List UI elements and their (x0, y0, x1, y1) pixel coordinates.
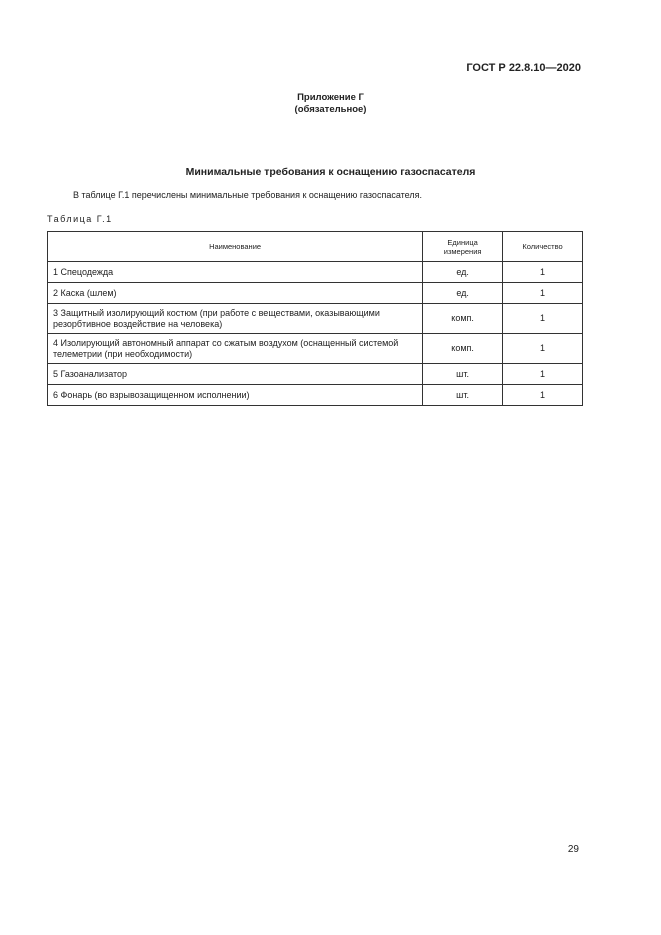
row-quantity: 1 (502, 261, 583, 283)
row-name: 5 Газоанализатор (46, 363, 424, 385)
row-quantity: 1 (502, 333, 583, 364)
table-row: 1 Спецодежда ед. 1 (46, 261, 583, 283)
column-header-qty: Количество (502, 231, 583, 262)
row-unit: ед. (422, 282, 504, 304)
row-name: 1 Спецодежда (46, 261, 424, 283)
appendix-status: (обязательное) (294, 104, 367, 115)
row-quantity: 1 (502, 303, 583, 334)
column-header-name: Наименование (46, 231, 424, 262)
row-unit: ед. (422, 261, 504, 283)
section-title: Минимальные требования к оснащению газос… (185, 166, 476, 178)
table-caption: Таблица Г.1 (47, 214, 113, 224)
row-name: 6 Фонарь (во взрывозащищенном исполнении… (46, 384, 424, 406)
row-name: 2 Каска (шлем) (46, 282, 424, 304)
table-header: Наименование Единица измерения Количеств… (46, 231, 583, 262)
appendix-title: Приложение Г (297, 92, 364, 103)
row-unit: шт. (422, 363, 504, 385)
row-name: 4 Изолирующий автономный аппарат со сжат… (46, 333, 424, 364)
row-quantity: 1 (502, 384, 583, 406)
table-row: 6 Фонарь (во взрывозащищенном исполнении… (46, 384, 583, 406)
row-quantity: 1 (502, 282, 583, 304)
table-row: 4 Изолирующий автономный аппарат со сжат… (46, 333, 583, 364)
row-unit: шт. (422, 384, 504, 406)
intro-paragraph: В таблице Г.1 перечислены минимальные тр… (73, 190, 422, 200)
row-unit: комп. (422, 303, 504, 334)
requirements-table: Наименование Единица измерения Количеств… (46, 231, 583, 406)
table-row: 2 Каска (шлем) ед. 1 (46, 282, 583, 304)
row-quantity: 1 (502, 363, 583, 385)
table-row: 3 Защитный изолирующий костюм (при работ… (46, 303, 583, 334)
page-number: 29 (567, 844, 579, 855)
document-number: ГОСТ Р 22.8.10—2020 (466, 62, 581, 74)
column-header-unit: Единица измерения (422, 231, 504, 262)
row-name: 3 Защитный изолирующий костюм (при работ… (46, 303, 424, 334)
table-row: 5 Газоанализатор шт. 1 (46, 363, 583, 385)
row-unit: комп. (422, 333, 504, 364)
